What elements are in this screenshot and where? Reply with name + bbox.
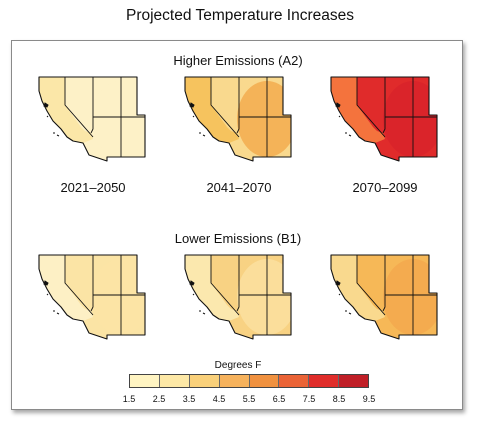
legend-ticks: 1.5 2.5 3.5 4.5 5.5 6.5 7.5 8.5 9.5 (12, 394, 464, 406)
legend-tick-label: 2.5 (152, 394, 166, 404)
period-label-1: 2021–2050 (60, 180, 126, 195)
legend-swatch (309, 375, 340, 387)
legend-tick-label: 7.5 (302, 394, 316, 404)
map-b1-2041-2070 (170, 249, 308, 341)
legend-swatch (219, 375, 250, 387)
section-title-lower: Lower Emissions (B1) (174, 231, 302, 246)
figure-title: Projected Temperature Increases (125, 7, 355, 24)
legend-swatch (189, 375, 220, 387)
legend-title: Degrees F (214, 360, 262, 371)
legend-tick-label: 3.5 (182, 394, 196, 404)
legend-tick-label: 8.5 (332, 394, 346, 404)
legend-tick-label: 6.5 (272, 394, 286, 404)
legend-swatch (279, 375, 310, 387)
legend-tick-label: 9.5 (362, 394, 376, 404)
legend-swatch (130, 375, 160, 387)
legend-swatch (159, 375, 190, 387)
map-a2-2021-2050 (24, 71, 162, 163)
legend-tick-label: 1.5 (122, 394, 136, 404)
legend-swatch (249, 375, 280, 387)
figure-frame: Higher Emissions (A2) 2021–2050 2041–207… (11, 40, 463, 410)
legend-color-bar (129, 374, 369, 388)
map-a2-2070-2099 (316, 71, 454, 163)
legend-tick-label: 4.5 (212, 394, 226, 404)
section-title-higher: Higher Emissions (A2) (173, 53, 303, 68)
period-label-3: 2070–2099 (352, 180, 418, 195)
map-b1-2021-2050 (24, 249, 162, 341)
legend-tick-label: 5.5 (242, 394, 256, 404)
legend-swatch (339, 375, 368, 387)
map-b1-2070-2099 (316, 249, 454, 341)
period-label-2: 2041–2070 (206, 180, 272, 195)
map-a2-2041-2070 (170, 71, 308, 163)
